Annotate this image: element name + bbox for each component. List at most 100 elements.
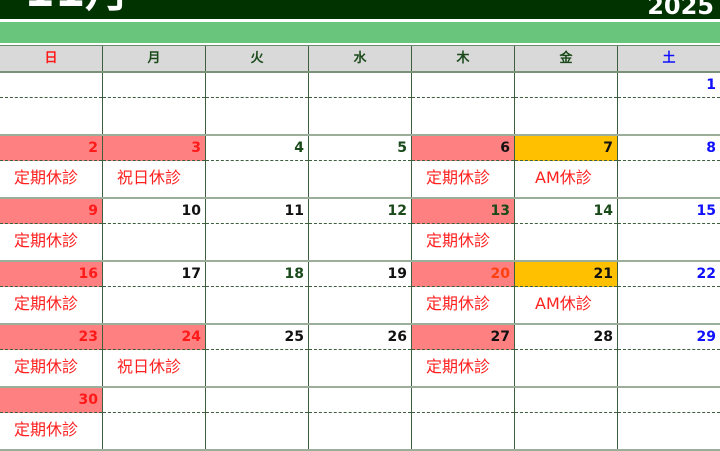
month-title: 11月 — [24, 0, 129, 14]
day-number: 18 — [206, 262, 308, 287]
day-number: 21 — [515, 262, 617, 287]
day-cell[interactable]: 3 祝日休診 — [103, 136, 206, 197]
day-cell[interactable]: 9 定期休診 — [0, 199, 103, 260]
day-number: 19 — [309, 262, 411, 287]
day-cell[interactable]: 22 — [618, 262, 720, 323]
day-cell[interactable]: 16 定期休診 — [0, 262, 103, 323]
day-number: 15 — [618, 199, 720, 224]
day-number: 9 — [0, 199, 102, 224]
day-cell[interactable] — [103, 388, 206, 449]
weekday-3: 水 — [309, 46, 412, 71]
day-memo — [206, 224, 308, 260]
day-number: 24 — [103, 325, 205, 350]
day-cell[interactable]: 4 — [206, 136, 309, 197]
header-band — [0, 22, 720, 43]
day-cell[interactable]: 11 — [206, 199, 309, 260]
day-memo — [618, 287, 720, 323]
day-number — [515, 388, 617, 413]
day-cell[interactable] — [309, 73, 412, 134]
week-row: 9 定期休診 10 11 12 13 定期休診 14 15 — [0, 199, 720, 262]
day-memo — [206, 350, 308, 386]
month-header: 11月 2025 — [0, 0, 720, 19]
day-cell[interactable] — [103, 73, 206, 134]
day-memo: 定期休診 — [14, 420, 79, 439]
day-number: 7 — [515, 136, 617, 161]
day-cell[interactable]: 21 AM休診 — [515, 262, 618, 323]
day-cell[interactable] — [206, 73, 309, 134]
day-cell[interactable]: 5 — [309, 136, 412, 197]
day-number: 28 — [515, 325, 617, 350]
day-cell[interactable]: 18 — [206, 262, 309, 323]
day-cell[interactable]: 27 定期休診 — [412, 325, 515, 386]
day-cell[interactable]: 12 — [309, 199, 412, 260]
day-memo — [103, 224, 205, 260]
day-cell[interactable]: 20 定期休診 — [412, 262, 515, 323]
day-number: 5 — [309, 136, 411, 161]
day-memo: 定期休診 — [426, 168, 491, 187]
day-cell[interactable]: 24 祝日休診 — [103, 325, 206, 386]
day-number — [412, 388, 514, 413]
day-cell[interactable]: 25 — [206, 325, 309, 386]
day-number: 13 — [412, 199, 514, 224]
day-cell[interactable]: 2 定期休診 — [0, 136, 103, 197]
day-cell[interactable]: 6 定期休診 — [412, 136, 515, 197]
day-cell[interactable]: 29 — [618, 325, 720, 386]
day-memo — [309, 98, 411, 134]
day-number: 23 — [0, 325, 102, 350]
day-memo — [103, 413, 205, 449]
day-memo — [618, 224, 720, 260]
day-number — [0, 73, 102, 98]
day-cell[interactable] — [515, 388, 618, 449]
day-memo: 定期休診 — [426, 294, 491, 313]
day-cell[interactable]: 17 — [103, 262, 206, 323]
day-cell[interactable] — [412, 388, 515, 449]
day-memo — [412, 413, 514, 449]
day-memo — [515, 224, 617, 260]
day-number: 10 — [103, 199, 205, 224]
day-number: 3 — [103, 136, 205, 161]
day-cell[interactable]: 14 — [515, 199, 618, 260]
day-memo: 定期休診 — [14, 231, 79, 250]
day-memo — [206, 287, 308, 323]
day-cell[interactable]: 7 AM休診 — [515, 136, 618, 197]
day-cell[interactable] — [618, 388, 720, 449]
day-cell[interactable]: 28 — [515, 325, 618, 386]
day-memo — [515, 350, 617, 386]
day-cell[interactable]: 19 — [309, 262, 412, 323]
day-cell[interactable]: 10 — [103, 199, 206, 260]
day-memo — [618, 98, 720, 134]
weekday-5: 金 — [515, 46, 618, 71]
weekday-2: 火 — [206, 46, 309, 71]
day-memo — [618, 350, 720, 386]
day-number — [309, 73, 411, 98]
day-number: 14 — [515, 199, 617, 224]
weeks: 1 2 定期休診 3 祝日休診 4 5 6 定期休診 7 AM休診 8 9 定期休診 10 11 12 13 定期休… — [0, 73, 720, 451]
day-cell[interactable] — [0, 73, 103, 134]
day-cell[interactable]: 8 — [618, 136, 720, 197]
week-row: 1 — [0, 73, 720, 136]
day-memo — [206, 413, 308, 449]
day-memo — [206, 161, 308, 197]
day-memo — [103, 287, 205, 323]
day-number: 1 — [618, 73, 720, 98]
week-row: 30 定期休診 — [0, 388, 720, 451]
day-number: 8 — [618, 136, 720, 161]
day-cell[interactable]: 13 定期休診 — [412, 199, 515, 260]
day-cell[interactable]: 26 — [309, 325, 412, 386]
day-memo: 定期休診 — [14, 168, 79, 187]
day-memo: 定期休診 — [14, 294, 79, 313]
day-number: 6 — [412, 136, 514, 161]
day-memo — [309, 413, 411, 449]
day-number — [206, 73, 308, 98]
day-cell[interactable] — [412, 73, 515, 134]
day-cell[interactable]: 15 — [618, 199, 720, 260]
day-cell[interactable]: 1 — [618, 73, 720, 134]
day-cell[interactable] — [515, 73, 618, 134]
day-cell[interactable] — [309, 388, 412, 449]
day-cell[interactable] — [206, 388, 309, 449]
day-memo — [206, 98, 308, 134]
day-cell[interactable]: 30 定期休診 — [0, 388, 103, 449]
day-cell[interactable]: 23 定期休診 — [0, 325, 103, 386]
weekday-header: 日月火水木金 土 — [0, 46, 720, 73]
day-memo — [0, 98, 102, 134]
